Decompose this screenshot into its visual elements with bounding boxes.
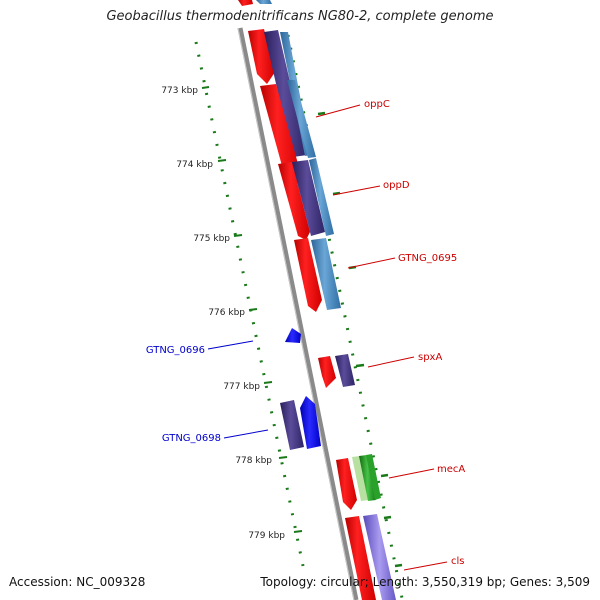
tick-label-774: 774 kbp	[176, 160, 213, 170]
leader-GTNG-0696	[207, 340, 254, 350]
leader-GTNG-0695	[347, 257, 396, 269]
gene-label-GTNG-0695[interactable]: GTNG_0695	[398, 253, 457, 264]
gene-label-GTNG-0698[interactable]: GTNG_0698	[162, 433, 221, 444]
genome-summary-text: Topology: circular; Length: 3,550,319 bp…	[260, 575, 590, 589]
kbp-major-ticks	[201, 86, 303, 533]
cds-spxA-track	[335, 354, 355, 387]
leader-cls	[403, 561, 448, 571]
tick-label-773: 773 kbp	[161, 86, 198, 96]
gene-label-spxA[interactable]: spxA	[418, 352, 442, 363]
gene-label-GTNG-0696[interactable]: GTNG_0696	[146, 345, 205, 356]
map-title: Geobacillus thermodenitrificans NG80-2, …	[106, 9, 494, 24]
cds-GTNG-0698-track	[280, 400, 304, 450]
gene-label-mecA[interactable]: mecA	[437, 464, 465, 475]
leader-oppC	[315, 104, 361, 118]
cds-GTNG-0698	[300, 396, 321, 449]
cds-GTNG-0695-track	[311, 238, 341, 310]
gene-label-oppD[interactable]: oppD	[383, 180, 410, 191]
tick-label-779: 779 kbp	[248, 531, 285, 541]
cds-oppD-track	[292, 160, 325, 236]
cds-cls-track	[363, 514, 396, 600]
leader-spxA	[367, 356, 415, 368]
cds-cls	[345, 516, 376, 600]
tick-track-outer	[286, 34, 404, 599]
cds-mecA	[336, 458, 357, 510]
cds-GTNG-0696	[285, 328, 301, 343]
cds-forward-top	[238, 0, 253, 6]
leader-mecA	[388, 468, 435, 479]
tick-label-776: 776 kbp	[208, 308, 245, 318]
cds-oppC-track	[264, 30, 307, 157]
gene-label-cls[interactable]: cls	[451, 556, 465, 567]
cds-mecA-track	[359, 455, 376, 501]
tick-label-775: 775 kbp	[193, 234, 230, 244]
cds-oppC-upstream	[248, 29, 275, 84]
cds-spxA	[318, 356, 336, 388]
cds-GTNG-0695	[294, 238, 322, 312]
cds-oppC	[260, 84, 303, 184]
accession-text: Accession: NC_009328	[9, 575, 146, 589]
tick-label-778: 778 kbp	[235, 456, 272, 466]
cds-oppD	[278, 162, 310, 240]
leader-GTNG-0698	[223, 429, 269, 439]
leader-oppD	[332, 185, 381, 196]
genome-backbone	[237, 27, 359, 600]
gene-label-oppC[interactable]: oppC	[364, 99, 390, 110]
tick-label-777: 777 kbp	[223, 382, 260, 392]
